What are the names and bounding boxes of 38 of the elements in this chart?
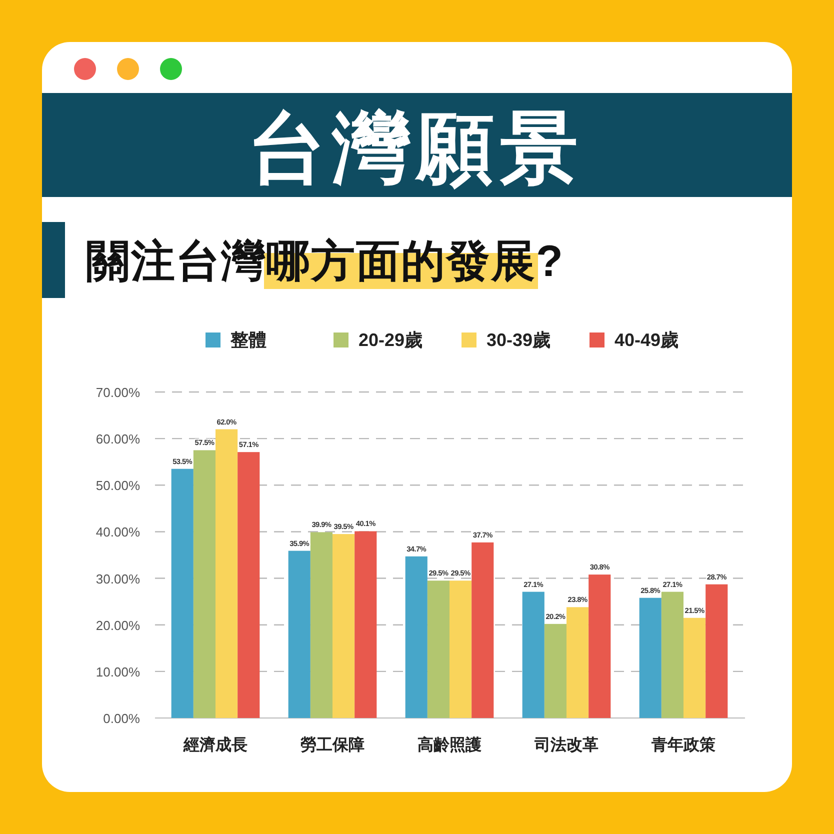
bar (544, 624, 566, 718)
legend-label: 40-49歲 (614, 330, 679, 350)
bar (193, 450, 216, 718)
bar (354, 531, 377, 718)
y-tick-label: 50.00% (96, 478, 140, 493)
legend-label: 20-29歲 (358, 330, 423, 350)
y-tick-label: 20.00% (96, 617, 140, 632)
y-tick-label: 0.00% (103, 710, 140, 726)
bar (566, 607, 589, 718)
bar (332, 534, 355, 718)
bar (639, 598, 662, 718)
bar (661, 592, 684, 718)
bar (405, 556, 428, 718)
x-tick-label: 高齡照護 (418, 734, 482, 754)
x-tick-label: 司法改革 (534, 736, 598, 754)
y-tick-label: 30.00% (96, 570, 140, 586)
bar (472, 542, 494, 718)
bar (238, 452, 260, 718)
x-tick-label: 青年政策 (650, 736, 716, 754)
bar (216, 429, 238, 718)
bar (288, 550, 310, 718)
bar (171, 468, 194, 718)
x-tick-label: 勞工保障 (300, 736, 364, 754)
legend-label: 30-39歲 (486, 330, 551, 350)
bar (522, 592, 544, 718)
bar (427, 580, 450, 718)
y-tick-label: 10.00% (96, 664, 140, 679)
title: 台灣願景 (248, 104, 584, 192)
x-tick-label: 經濟成長 (182, 736, 248, 754)
bar (588, 574, 611, 718)
bar (450, 580, 472, 718)
bar (310, 532, 332, 718)
y-tick-label: 70.00% (96, 384, 140, 400)
bar (706, 584, 728, 718)
y-tick-label: 40.00% (96, 524, 140, 540)
bar (684, 618, 706, 718)
legend-label: 整體 (230, 330, 266, 350)
y-tick-label: 60.00% (96, 431, 140, 446)
